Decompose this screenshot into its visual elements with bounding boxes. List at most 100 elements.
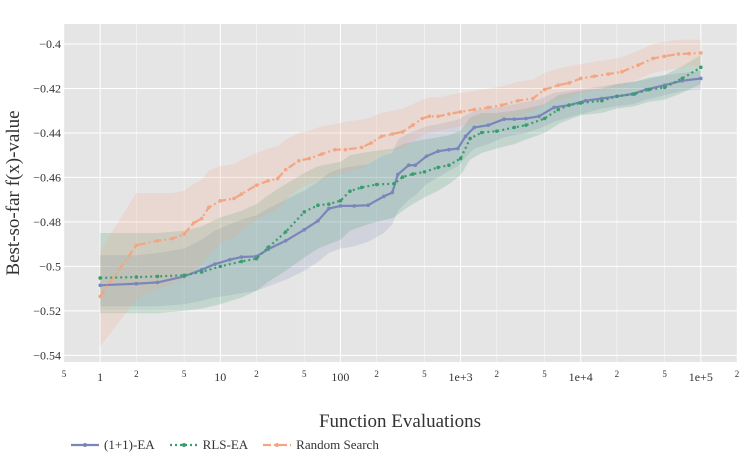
- point-1-1-ea: [472, 125, 477, 130]
- x-minor-tick-label: 2: [254, 369, 259, 379]
- plot-background: [64, 24, 737, 362]
- y-tick-label: −0.52: [33, 304, 61, 318]
- point-rls-ea: [447, 163, 451, 168]
- y-tick-label: −0.46: [33, 170, 61, 184]
- point-1-1-ea: [486, 123, 491, 127]
- point-rls-ea: [199, 270, 204, 274]
- point-1-1-ea: [463, 134, 468, 139]
- point-random-search: [266, 178, 270, 183]
- point-rls-ea: [699, 65, 703, 70]
- point-rls-ea: [422, 170, 427, 174]
- point-random-search: [283, 167, 288, 172]
- point-1-1-ea: [406, 163, 411, 168]
- point-random-search: [134, 243, 139, 248]
- x-tick-label: 1e+3: [449, 370, 473, 384]
- point-1-1-ea: [302, 227, 307, 232]
- x-tick-label: 100: [331, 370, 349, 384]
- y-tick-label: −0.44: [33, 126, 61, 140]
- point-random-search: [410, 123, 415, 127]
- x-minor-tick-label: 2: [134, 369, 139, 379]
- point-1-1-ea: [239, 255, 244, 259]
- point-1-1-ea: [424, 154, 429, 159]
- point-random-search: [275, 176, 280, 181]
- point-random-search: [359, 145, 364, 150]
- point-random-search: [420, 116, 425, 121]
- point-1-1-ea: [283, 239, 288, 243]
- point-rls-ea: [479, 130, 484, 135]
- x-minor-tick-label: 5: [182, 369, 187, 379]
- x-tick-label: 10: [214, 370, 226, 384]
- point-random-search: [155, 239, 160, 243]
- x-tick-label: 1e+4: [569, 370, 593, 384]
- point-random-search: [516, 98, 520, 103]
- chart-legend: (1+1)-EA RLS-EA Random Search: [70, 436, 393, 454]
- point-1-1-ea: [213, 262, 217, 266]
- x-minor-tick-label: 2: [494, 369, 499, 379]
- y-axis-title: Best-so-far f(x)-value: [3, 110, 24, 275]
- point-random-search: [379, 134, 384, 139]
- point-1-1-ea: [436, 149, 440, 153]
- point-1-1-ea: [382, 194, 386, 199]
- point-1-1-ea: [155, 280, 160, 285]
- point-1-1-ea: [390, 190, 395, 195]
- point-random-search: [239, 192, 244, 196]
- y-tick-label: −0.48: [33, 215, 61, 229]
- point-random-search: [531, 96, 535, 101]
- point-random-search: [447, 112, 451, 116]
- legend-item-random-search[interactable]: Random Search: [262, 437, 379, 453]
- point-1-1-ea: [316, 218, 320, 223]
- point-1-1-ea: [552, 105, 556, 110]
- point-1-1-ea: [134, 281, 139, 286]
- point-rls-ea: [283, 230, 288, 234]
- point-1-1-ea: [98, 283, 102, 288]
- point-rls-ea: [458, 156, 463, 161]
- point-random-search: [636, 63, 640, 67]
- legend-item-1-1-ea[interactable]: (1+1)-EA: [70, 437, 155, 453]
- y-tick-label: −0.4: [39, 37, 61, 51]
- y-tick-label: −0.5: [39, 259, 61, 273]
- point-random-search: [567, 81, 571, 85]
- point-rls-ea: [134, 275, 139, 279]
- legend-item-rls-ea[interactable]: RLS-EA: [169, 437, 248, 453]
- line-rls-ea: [100, 66, 702, 279]
- point-rls-ea: [647, 87, 651, 92]
- point-1-1-ea: [583, 98, 588, 103]
- point-random-search: [191, 221, 196, 225]
- point-rls-ea: [512, 125, 517, 130]
- point-random-search: [542, 87, 547, 92]
- point-random-search: [320, 152, 324, 156]
- point-rls-ea: [436, 165, 440, 170]
- point-1-1-ea: [413, 163, 418, 168]
- point-random-search: [390, 132, 395, 136]
- point-rls-ea: [316, 203, 320, 208]
- point-rls-ea: [578, 101, 583, 105]
- point-random-search: [699, 51, 703, 55]
- point-1-1-ea: [502, 117, 506, 121]
- point-1-1-ea: [447, 147, 451, 152]
- x-minor-tick-label: 5: [62, 369, 67, 379]
- point-random-search: [620, 70, 624, 74]
- legend-label: (1+1)-EA: [104, 437, 155, 452]
- point-1-1-ea: [537, 114, 541, 119]
- legend-label: Random Search: [296, 437, 379, 452]
- point-rls-ea: [98, 276, 102, 280]
- point-rls-ea: [348, 189, 352, 194]
- point-random-search: [499, 103, 504, 107]
- x-tick-label: 1e+5: [689, 370, 713, 384]
- point-random-search: [676, 52, 681, 56]
- point-random-search: [651, 56, 655, 61]
- point-rls-ea: [615, 94, 619, 99]
- point-rls-ea: [326, 202, 331, 206]
- point-1-1-ea: [456, 146, 460, 151]
- point-rls-ea: [494, 129, 499, 133]
- point-random-search: [472, 107, 477, 112]
- point-random-search: [427, 114, 432, 119]
- point-1-1-ea: [228, 257, 232, 262]
- point-rls-ea: [567, 103, 571, 107]
- x-minor-tick-label: 5: [302, 369, 307, 379]
- x-minor-tick-label: 5: [422, 369, 427, 379]
- point-rls-ea: [155, 274, 160, 279]
- point-random-search: [436, 114, 440, 119]
- x-axis-title: Function Evaluations: [319, 411, 481, 432]
